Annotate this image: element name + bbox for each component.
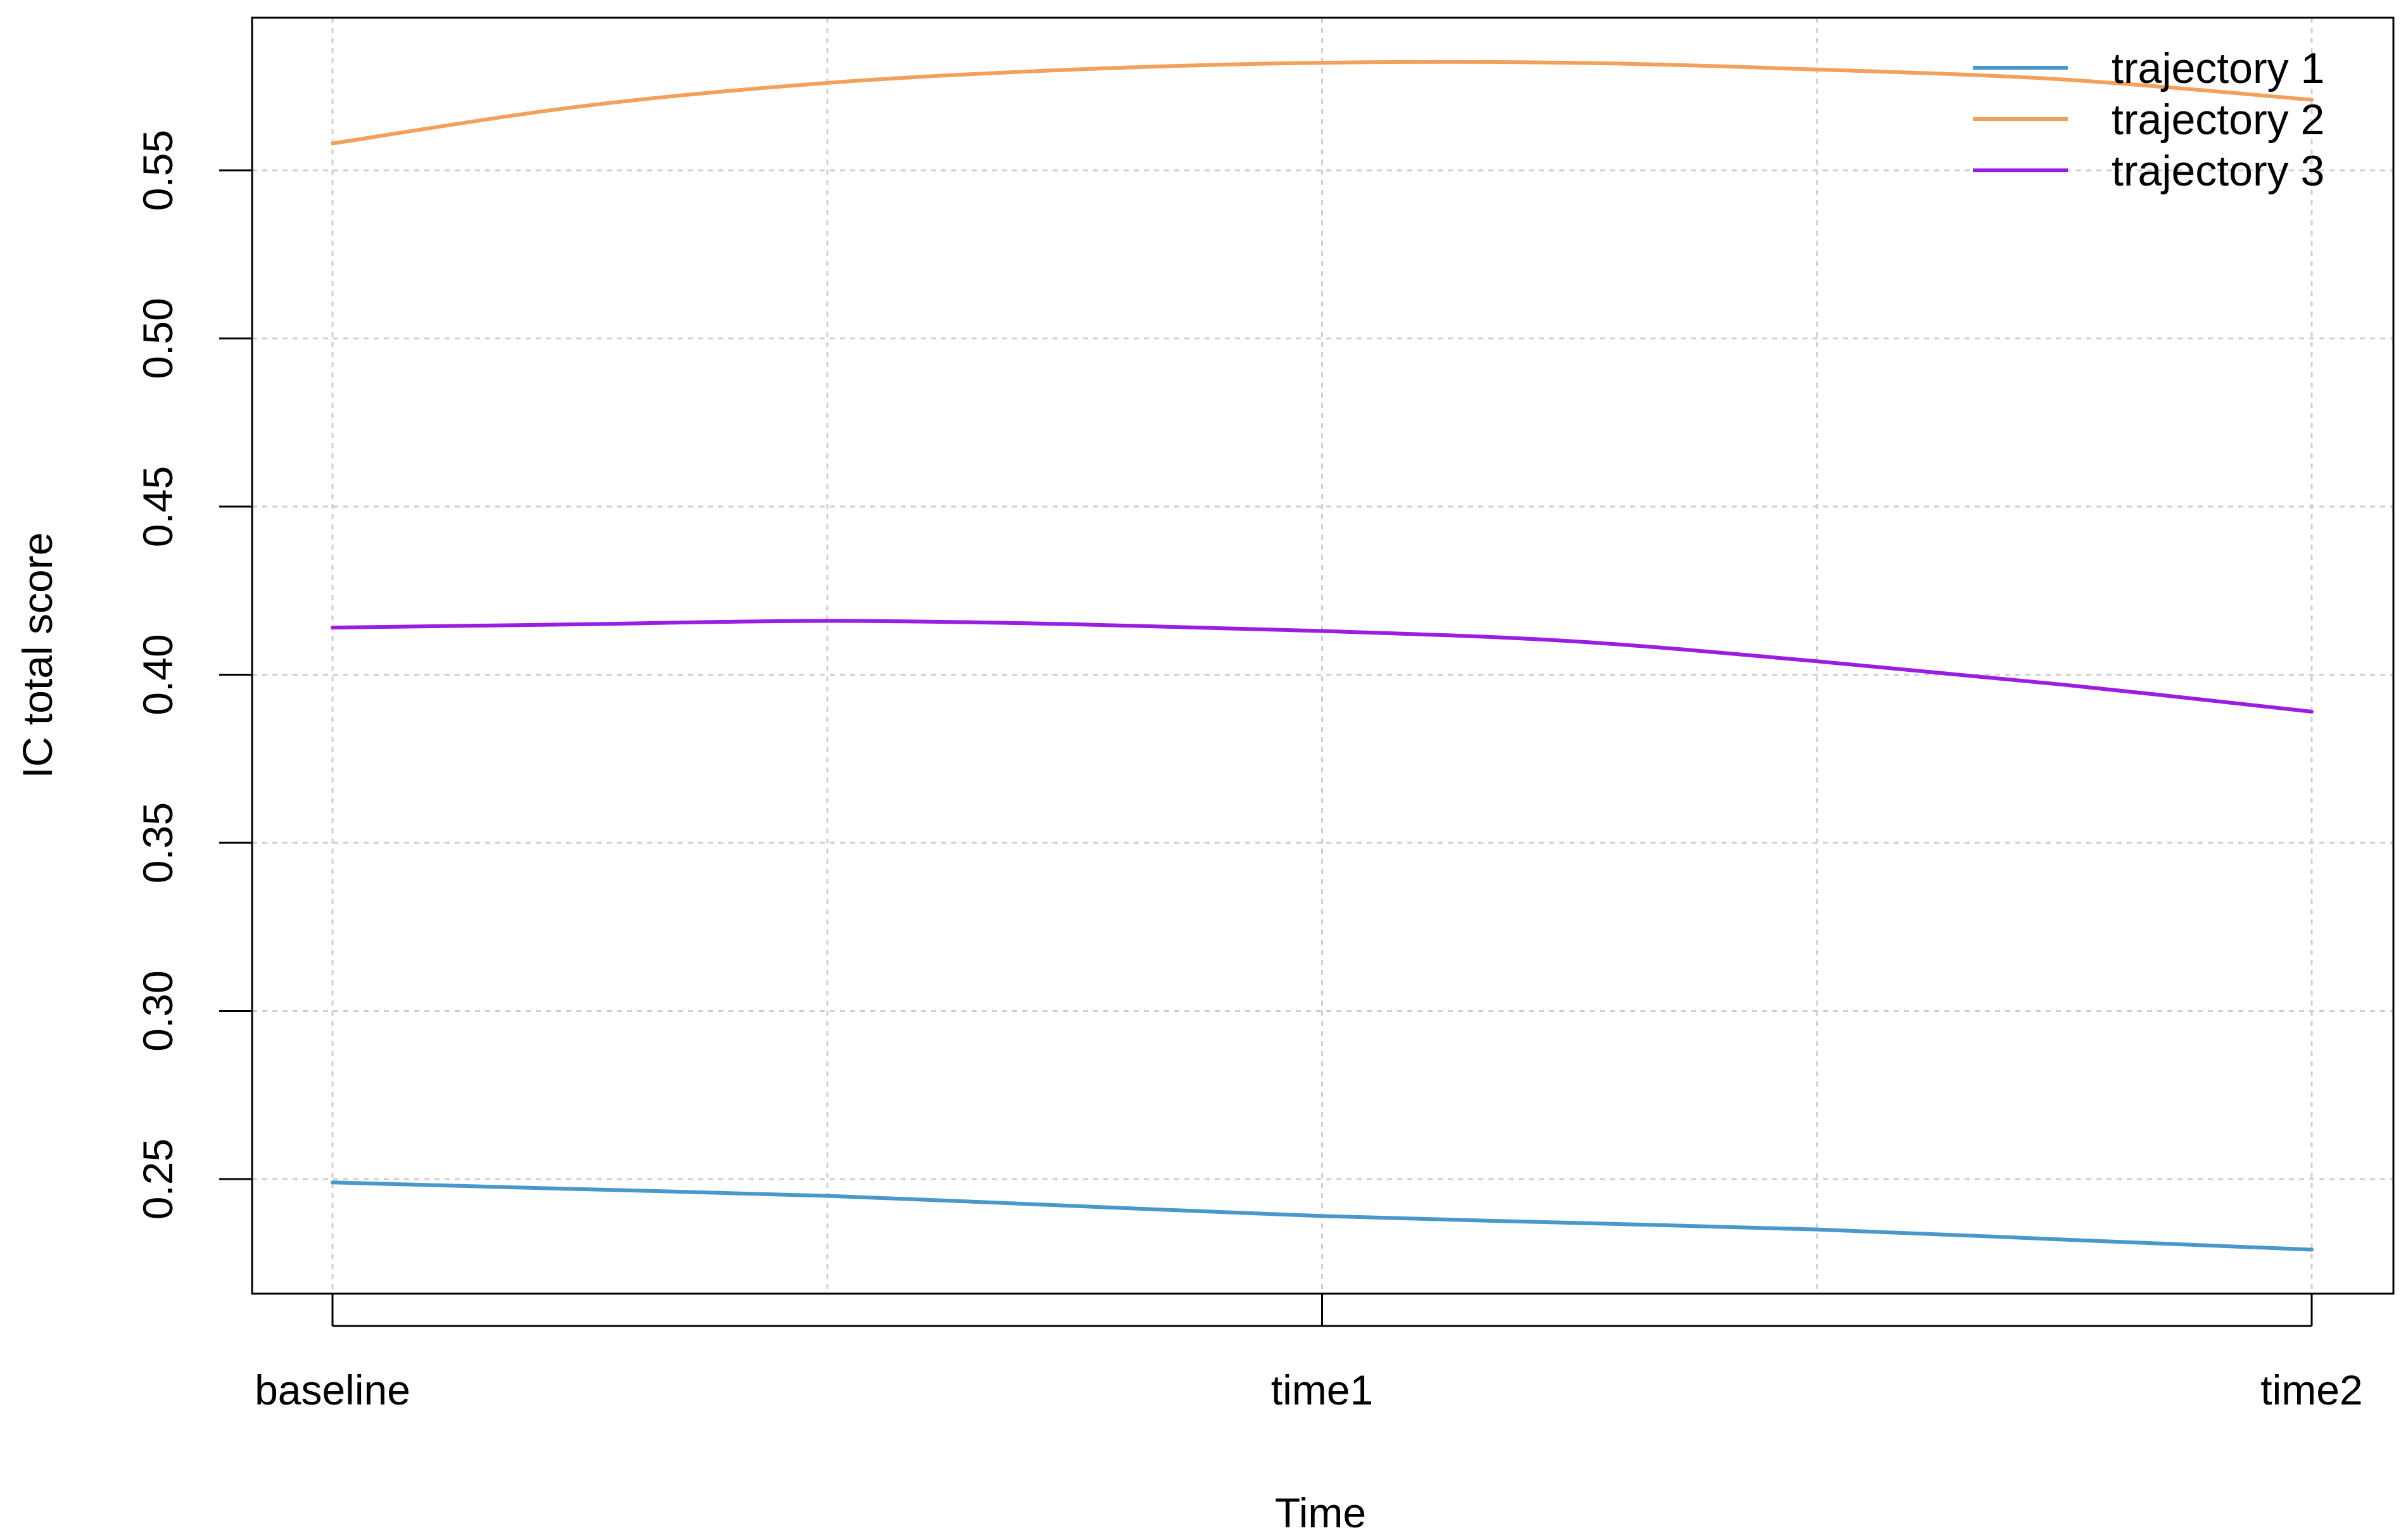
x-tick-label: time1 bbox=[1271, 1366, 1373, 1413]
y-axis-title: IC total score bbox=[14, 533, 61, 779]
grid bbox=[252, 18, 2393, 1294]
y-tick-label: 0.25 bbox=[134, 1139, 181, 1220]
x-tick-label: time2 bbox=[2260, 1366, 2362, 1413]
y-tick-label: 0.35 bbox=[134, 802, 181, 883]
series-line-3 bbox=[331, 619, 2314, 714]
x-axis-title: Time bbox=[1275, 1489, 1366, 1536]
y-tick-label: 0.40 bbox=[134, 634, 181, 715]
series-lines bbox=[331, 60, 2314, 1252]
series-line-2 bbox=[331, 60, 2314, 146]
x-axis: baseline time1 time2 bbox=[255, 1294, 2363, 1413]
y-axis: 0.25 0.30 0.35 0.40 0.45 0.50 0.55 bbox=[134, 130, 252, 1220]
y-tick-label: 0.50 bbox=[134, 298, 181, 379]
legend-label-3: trajectory 3 bbox=[2112, 147, 2324, 195]
legend-label-1: trajectory 1 bbox=[2112, 44, 2324, 92]
y-tick-label: 0.30 bbox=[134, 970, 181, 1051]
y-tick-label: 0.55 bbox=[134, 130, 181, 211]
series-line-1 bbox=[331, 1180, 2314, 1252]
legend-label-2: trajectory 2 bbox=[2112, 96, 2324, 144]
y-tick-label: 0.45 bbox=[134, 466, 181, 547]
x-tick-label: baseline bbox=[255, 1366, 410, 1413]
